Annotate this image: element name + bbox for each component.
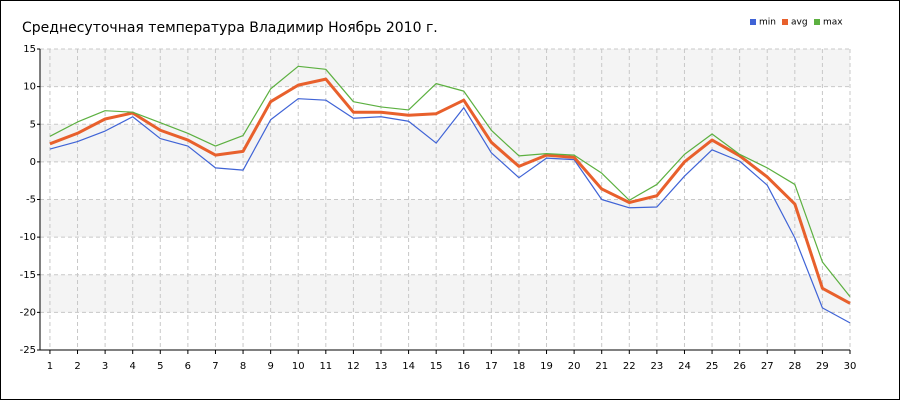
x-tick-label: 5 — [157, 361, 163, 372]
x-tick-label: 23 — [651, 361, 664, 372]
x-tick-label: 1 — [47, 361, 53, 372]
legend-swatch — [782, 19, 788, 25]
x-tick-label: 14 — [402, 361, 415, 372]
lines — [49, 65, 851, 324]
x-tick-label: 19 — [540, 361, 553, 372]
series-line — [49, 65, 851, 297]
y-tick-label: -5 — [26, 195, 36, 206]
x-tick-label: 4 — [130, 361, 136, 372]
legend-label: max — [823, 18, 843, 28]
x-tick-label: 11 — [319, 361, 332, 372]
y-tick-label: 10 — [23, 82, 36, 93]
chart-title: Среднесуточная температура Владимир Нояб… — [22, 20, 438, 36]
x-tick-label: 29 — [816, 361, 829, 372]
x-tick-label: 20 — [568, 361, 581, 372]
x-tick-label: 12 — [347, 361, 360, 372]
x-tick-label: 15 — [430, 361, 443, 372]
y-tick-label: -10 — [20, 232, 36, 243]
x-tick-label: 16 — [457, 361, 470, 372]
x-tick-label: 27 — [761, 361, 774, 372]
x-tick-label: 7 — [212, 361, 218, 372]
y-tick-label: 0 — [30, 157, 36, 168]
x-tick-label: 9 — [267, 361, 273, 372]
y-tick-label: 15 — [23, 44, 36, 55]
x-tick-label: 28 — [788, 361, 801, 372]
band — [40, 199, 850, 238]
x-tick-label: 8 — [240, 361, 246, 372]
x-tick-label: 26 — [733, 361, 746, 372]
band — [40, 274, 850, 313]
legend-swatch — [814, 19, 820, 25]
band — [40, 49, 850, 87]
legend-label: avg — [791, 18, 808, 28]
y-tick-label: -15 — [20, 270, 36, 281]
x-tick-label: 24 — [678, 361, 691, 372]
x-tick-label: 3 — [102, 361, 108, 372]
legend-label: min — [759, 18, 776, 28]
x-tick-label: 30 — [844, 361, 857, 372]
x-tick-label: 22 — [623, 361, 636, 372]
legend-swatch — [750, 19, 756, 25]
x-tick-label: 21 — [595, 361, 608, 372]
x-tick-label: 2 — [74, 361, 80, 372]
x-tick-label: 25 — [706, 361, 719, 372]
series-line — [49, 98, 851, 324]
y-tick-label: 5 — [30, 119, 36, 130]
y-tick-label: -20 — [20, 307, 36, 318]
x-tick-label: 6 — [185, 361, 191, 372]
x-tick-label: 10 — [292, 361, 305, 372]
x-tick-label: 17 — [485, 361, 498, 372]
grid — [37, 48, 851, 354]
x-tick-label: 18 — [513, 361, 526, 372]
bands — [40, 49, 850, 313]
y-tick-label: -25 — [20, 345, 36, 356]
series-line — [49, 77, 851, 305]
x-tick-label: 13 — [375, 361, 388, 372]
